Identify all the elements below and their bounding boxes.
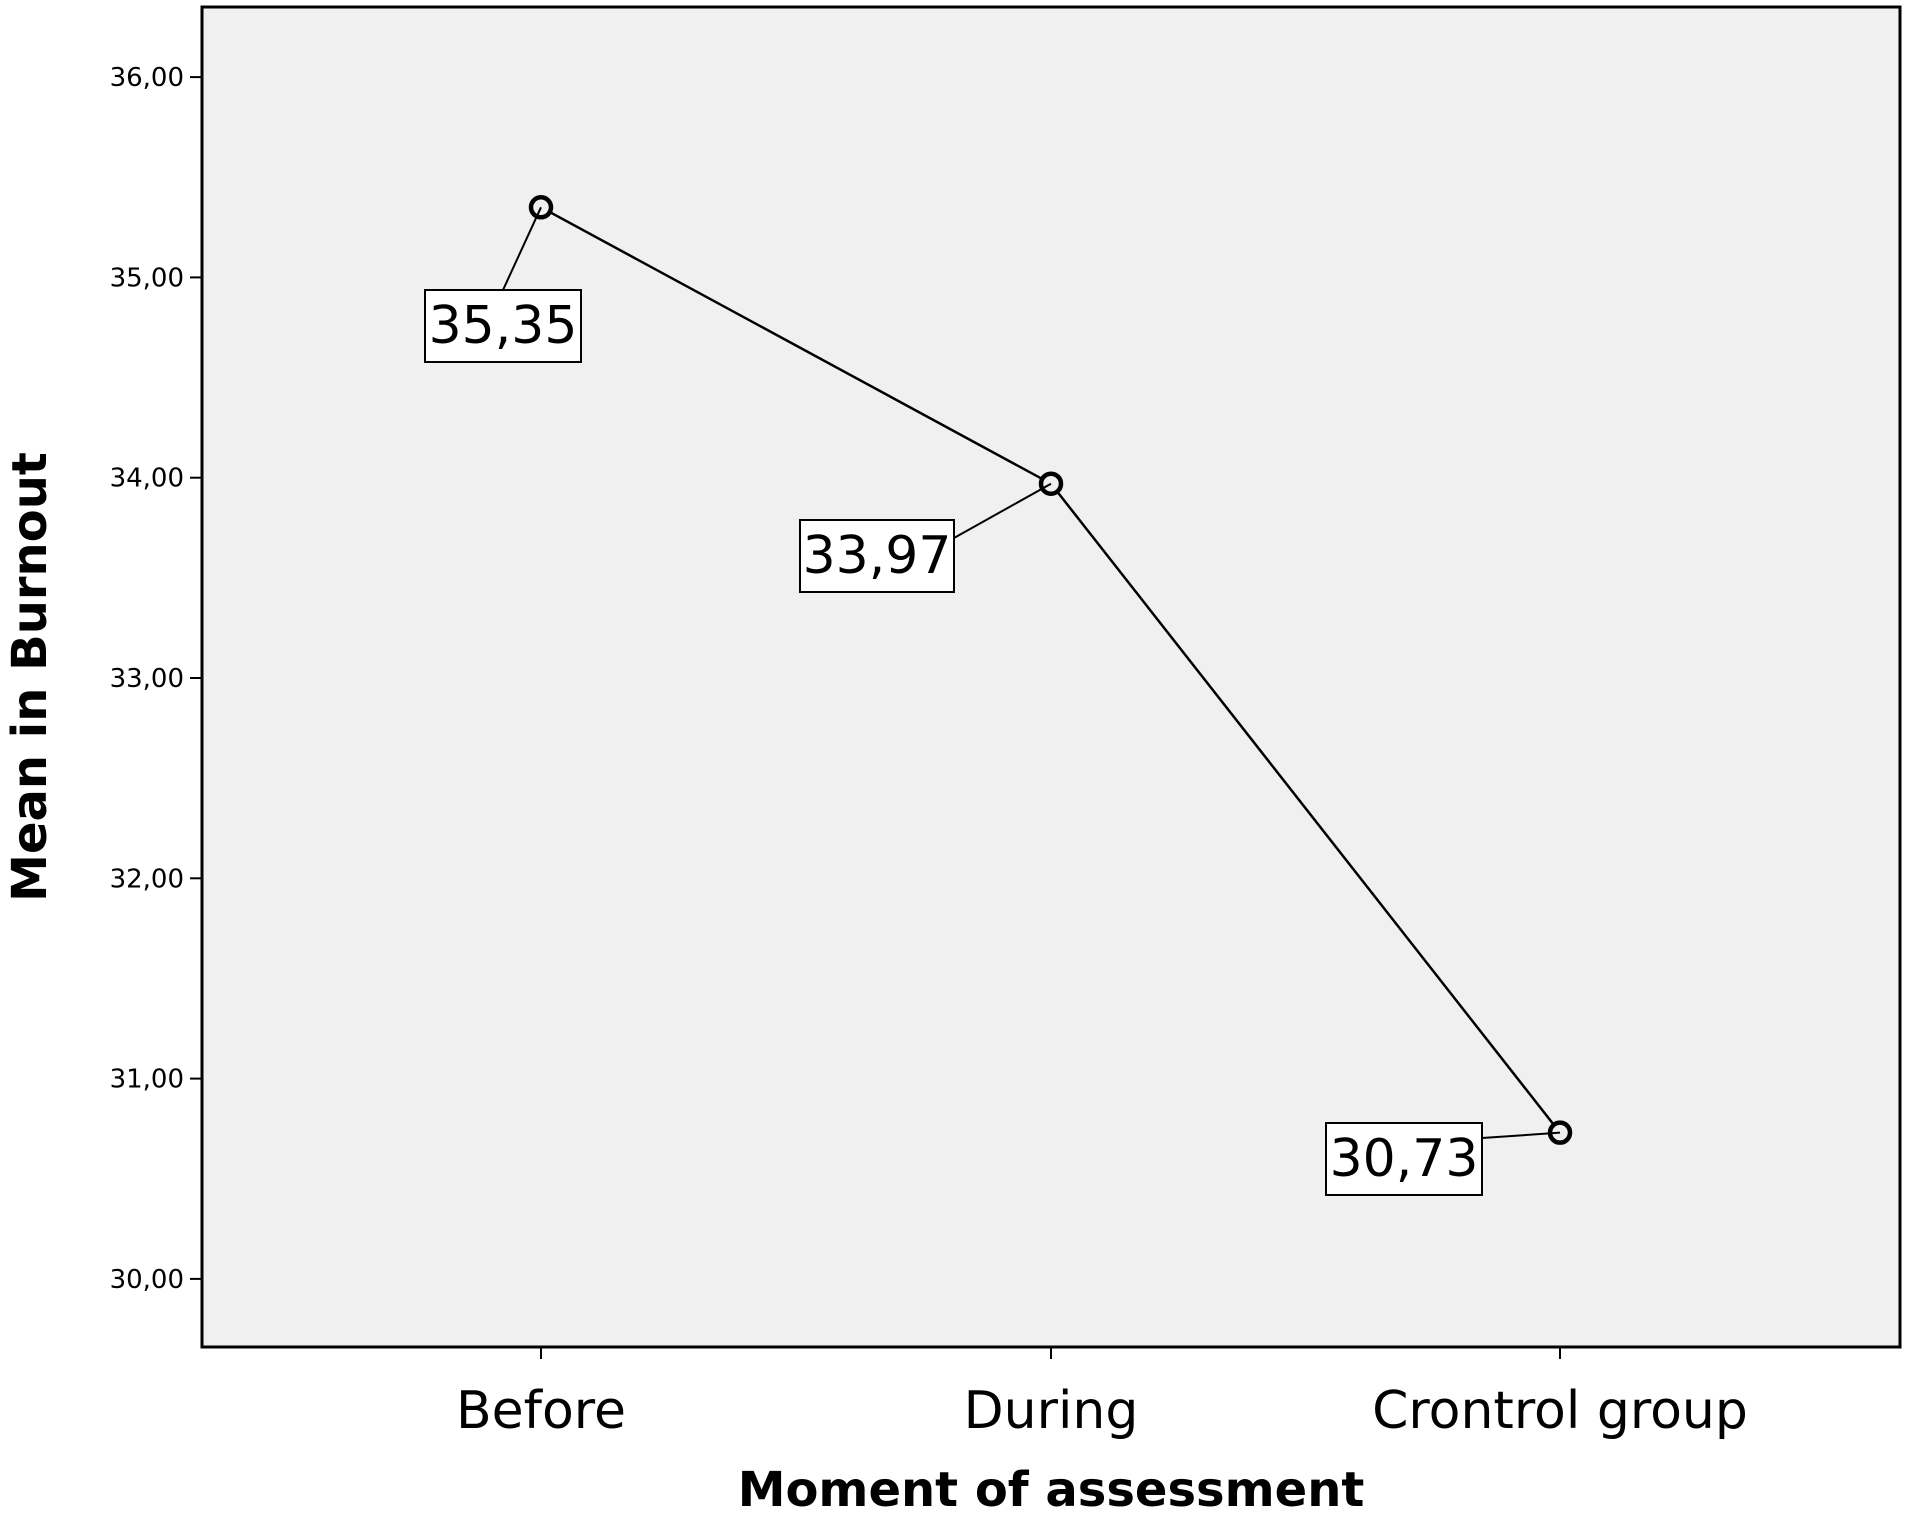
y-tick-label: 33,00 xyxy=(110,664,184,694)
data-label-layer: 35,35 33,97 30,73 xyxy=(424,206,1561,1196)
y-tick-label: 35,00 xyxy=(110,263,184,293)
y-axis: 30,00 31,00 32,00 33,00 34,00 35,00 36,00 xyxy=(110,63,202,1295)
data-label: 35,35 xyxy=(429,296,578,356)
plot-area xyxy=(200,5,1902,1349)
y-tick-label: 30,00 xyxy=(110,1265,184,1295)
y-tick-label: 31,00 xyxy=(110,1065,184,1095)
y-axis-title: Mean in Burnout xyxy=(2,452,58,902)
x-tick-label: Crontrol group xyxy=(1372,1381,1748,1441)
x-tick-label: During xyxy=(964,1381,1139,1441)
y-tick-label: 32,00 xyxy=(110,864,184,894)
data-label-leader xyxy=(1481,1131,1561,1139)
data-label-box xyxy=(799,519,955,593)
y-tick-label: 34,00 xyxy=(110,464,184,494)
data-label: 33,97 xyxy=(803,526,952,586)
data-label: 30,73 xyxy=(1330,1129,1479,1189)
data-label-leader xyxy=(502,206,542,291)
data-label-leader xyxy=(953,482,1052,539)
y-tick-label: 36,00 xyxy=(110,63,184,93)
x-axis-title: Moment of assessment xyxy=(738,1462,1365,1516)
data-label-box xyxy=(1325,1122,1483,1196)
x-tick-label: Before xyxy=(456,1381,626,1441)
data-label-box xyxy=(424,289,582,363)
x-axis: Before During Crontrol group xyxy=(456,1347,1748,1441)
